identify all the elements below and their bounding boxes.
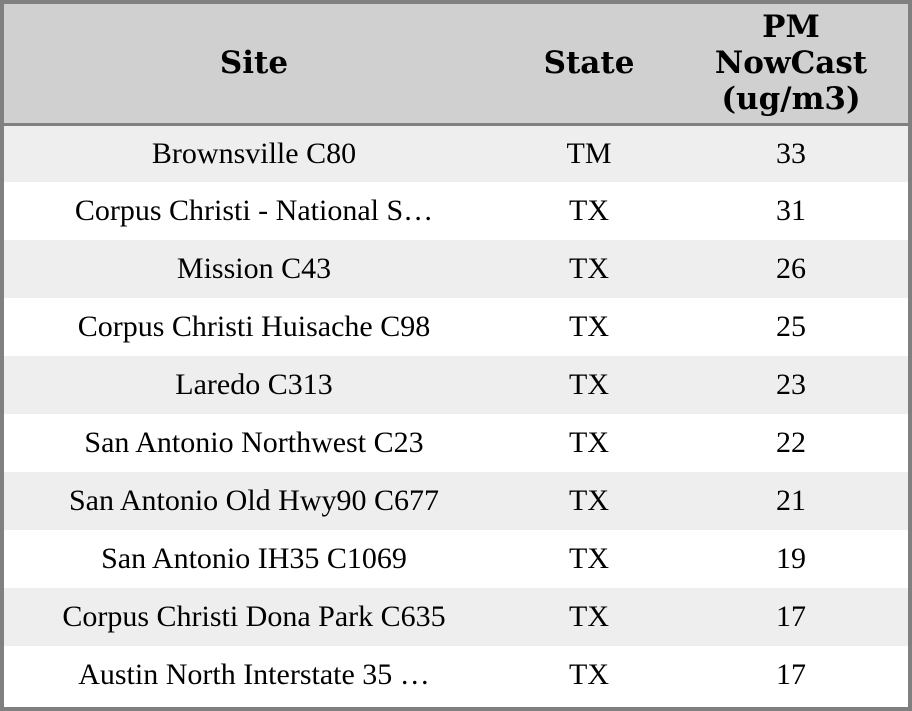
- pm-value-cell: 17: [776, 658, 806, 691]
- site-cell: San Antonio Old Hwy90 C677: [68, 484, 440, 517]
- table-row: San Antonio Old Hwy90 C677 TX 21: [4, 472, 908, 530]
- table-row: Brownsville C80 TM 33: [4, 124, 908, 182]
- column-header-pm-nowcast-label: PM NowCast (ug/m3): [714, 9, 868, 118]
- site-cell: San Antonio IH35 C1069: [101, 542, 407, 575]
- table-row: Laredo C313 TX 23: [4, 356, 908, 414]
- pm-value-cell: 21: [776, 484, 806, 517]
- site-cell: Brownsville C80: [151, 136, 357, 170]
- site-cell: Austin North Interstate 35 …: [78, 658, 430, 691]
- table-body: Brownsville C80 TM 33 Corpus Christi - N…: [4, 124, 908, 704]
- site-cell: Corpus Christi Dona Park C635: [62, 600, 446, 633]
- table-row: Corpus Christi Dona Park C635 TX 17: [4, 588, 908, 646]
- site-cell: Corpus Christi - National S…: [74, 194, 434, 227]
- column-header-site: Site: [4, 4, 504, 126]
- pm-value-cell: 23: [776, 368, 806, 401]
- table-row: Austin North Interstate 35 … TX 17: [4, 646, 908, 704]
- pm-value-cell: 19: [776, 542, 806, 575]
- state-cell: TX: [569, 542, 609, 575]
- state-cell: TX: [569, 426, 609, 459]
- table-header: Site State PM NowCast (ug/m3): [4, 4, 908, 126]
- state-cell: TM: [566, 136, 612, 170]
- state-cell: TX: [569, 194, 609, 227]
- site-cell: Laredo C313: [175, 368, 333, 401]
- table-row: Corpus Christi - National S… TX 31: [4, 182, 908, 240]
- column-header-site-label: Site: [219, 45, 289, 82]
- table-row: San Antonio Northwest C23 TX 22: [4, 414, 908, 472]
- state-cell: TX: [569, 368, 609, 401]
- state-cell: TX: [569, 484, 609, 517]
- state-cell: TX: [569, 600, 609, 633]
- pm-value-cell: 17: [776, 600, 806, 633]
- site-cell: San Antonio Northwest C23: [84, 426, 424, 459]
- column-header-state-label: State: [543, 45, 635, 82]
- site-cell: Corpus Christi Huisache C98: [77, 310, 431, 343]
- header-row: Site State PM NowCast (ug/m3): [4, 4, 908, 126]
- state-cell: TX: [569, 310, 609, 343]
- table-row: Corpus Christi Huisache C98 TX 25: [4, 298, 908, 356]
- pm-value-cell: 31: [776, 194, 806, 227]
- state-cell: TX: [569, 252, 609, 285]
- pm-value-cell: 33: [776, 136, 806, 170]
- column-header-pm-nowcast: PM NowCast (ug/m3): [674, 4, 908, 126]
- table-row: Mission C43 TX 26: [4, 240, 908, 298]
- state-cell: TX: [569, 658, 609, 691]
- site-cell: Mission C43: [176, 252, 332, 285]
- pm-value-cell: 22: [776, 426, 806, 459]
- column-header-state: State: [504, 4, 674, 126]
- pm-value-cell: 25: [776, 310, 806, 343]
- pm-nowcast-table: Site State PM NowCast (ug/m3) Brownsvill…: [4, 4, 908, 704]
- pm-value-cell: 26: [776, 252, 806, 285]
- table-row: San Antonio IH35 C1069 TX 19: [4, 530, 908, 588]
